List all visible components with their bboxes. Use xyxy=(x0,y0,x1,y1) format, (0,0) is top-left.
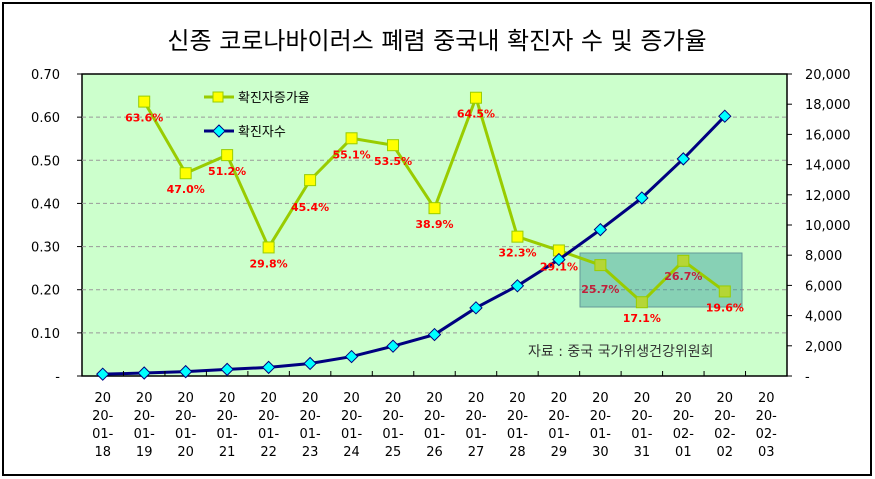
growth-marker xyxy=(304,174,317,187)
right-axis-tick-label: 10,000 xyxy=(805,219,851,234)
x-axis-tick-label: 20 20-02-01 xyxy=(673,391,695,460)
legend-label: 확진자수 xyxy=(238,125,286,140)
data-label: 29.1% xyxy=(540,260,578,273)
right-axis-tick-label: 12,000 xyxy=(805,189,851,204)
highlight-box xyxy=(579,252,743,308)
x-axis-tick-label: 20 20-02-03 xyxy=(756,391,778,460)
left-axis-tick-label: 0.40 xyxy=(31,197,60,212)
confirmed-marker xyxy=(178,364,193,379)
growth-marker xyxy=(718,285,731,298)
growth-marker xyxy=(428,202,441,215)
data-label: 32.3% xyxy=(498,247,536,260)
data-label: 51.2% xyxy=(208,165,246,178)
x-axis-tick-label: 20 20-01-28 xyxy=(507,391,529,460)
growth-marker xyxy=(179,167,192,180)
confirmed-marker xyxy=(718,109,732,123)
x-axis-tick-label: 20 20-01-31 xyxy=(631,391,653,460)
data-label: 25.7% xyxy=(581,283,619,296)
data-label: 53.5% xyxy=(374,155,412,168)
left-axis-tick-label: - xyxy=(55,370,60,385)
confirmed-marker xyxy=(469,301,483,315)
x-axis-tick-label: 20 20-01-25 xyxy=(382,391,404,460)
growth-marker xyxy=(345,132,358,145)
right-axis-tick-label: 14,000 xyxy=(805,159,851,174)
right-axis-tick-label: 8,000 xyxy=(805,249,842,264)
legend-label: 확진자증가율 xyxy=(238,91,310,106)
confirmed-marker xyxy=(344,349,359,364)
x-axis-tick-label: 20 20-01-30 xyxy=(590,391,612,460)
x-axis-tick-label: 20 20-01-29 xyxy=(548,391,570,460)
series-line-confirmed xyxy=(102,115,726,376)
data-label: 55.1% xyxy=(332,148,370,161)
right-axis-tick-label: 18,000 xyxy=(805,98,851,113)
plot-area xyxy=(81,73,788,377)
confirmed-marker xyxy=(137,366,151,380)
growth-marker xyxy=(387,139,400,152)
growth-marker xyxy=(594,259,607,272)
left-axis-tick-label: 0.20 xyxy=(31,284,60,299)
left-axis-tick-label: 0.60 xyxy=(31,111,60,126)
right-axis-tick-label: 16,000 xyxy=(805,128,851,143)
source-annotation: 자료 : 중국 국가위생건강위원회 xyxy=(528,344,714,360)
growth-marker xyxy=(511,230,524,243)
right-axis-tick-label: 6,000 xyxy=(805,279,842,294)
data-label: 29.8% xyxy=(250,257,288,270)
confirmed-marker xyxy=(593,222,608,237)
growth-marker xyxy=(262,241,275,254)
growth-marker xyxy=(469,91,482,104)
x-axis-tick-label: 20 20-01-20 xyxy=(175,391,197,460)
growth-marker xyxy=(677,254,690,267)
confirmed-marker xyxy=(510,279,525,293)
right-axis-tick-label: 20,000 xyxy=(805,68,851,83)
left-axis-tick-label: 0.10 xyxy=(31,327,60,342)
left-axis-tick-label: 0.50 xyxy=(31,154,60,169)
confirmed-marker xyxy=(635,191,649,205)
confirmed-marker xyxy=(261,360,276,375)
growth-marker xyxy=(221,149,234,162)
data-label: 38.9% xyxy=(415,218,453,231)
growth-marker xyxy=(138,95,151,108)
x-axis-tick-label: 20 20-01-27 xyxy=(465,391,487,460)
x-axis-tick-label: 20 20-01-18 xyxy=(92,391,114,460)
legend-marker xyxy=(212,124,226,138)
data-label: 63.6% xyxy=(125,112,163,125)
x-axis-tick-label: 20 20-01-21 xyxy=(217,391,239,460)
confirmed-marker xyxy=(96,367,110,381)
confirmed-marker xyxy=(552,252,566,267)
right-axis-tick-label: - xyxy=(805,370,810,385)
right-axis-tick-label: 4,000 xyxy=(805,310,842,325)
data-label: 64.5% xyxy=(457,108,495,121)
left-axis-tick-label: 0.70 xyxy=(31,68,60,83)
data-label: 19.6% xyxy=(706,301,744,314)
confirmed-marker xyxy=(220,362,234,377)
data-label: 45.4% xyxy=(291,201,329,214)
left-axis-tick-label: 0.30 xyxy=(31,241,60,256)
growth-marker xyxy=(635,296,648,309)
x-axis-tick-label: 20 20-02-02 xyxy=(714,391,736,460)
x-axis-tick-label: 20 20-01-19 xyxy=(134,391,156,460)
data-label: 47.0% xyxy=(167,183,205,196)
x-axis-tick-label: 20 20-01-23 xyxy=(299,391,321,460)
data-label: 17.1% xyxy=(623,312,661,325)
x-axis-tick-label: 20 20-01-26 xyxy=(424,391,446,460)
right-axis-tick-label: 2,000 xyxy=(805,340,842,355)
x-axis-tick-label: 20 20-01-22 xyxy=(258,391,280,460)
confirmed-marker xyxy=(427,327,442,342)
confirmed-marker xyxy=(386,339,400,353)
data-label: 26.7% xyxy=(664,270,702,283)
chart-title: 신종 코로나바이러스 폐렴 중국내 확진자 수 및 증가율 xyxy=(167,27,706,55)
confirmed-marker xyxy=(303,356,317,371)
confirmed-marker xyxy=(676,152,691,166)
legend-marker xyxy=(212,91,224,103)
x-axis-tick-label: 20 20-01-24 xyxy=(341,391,363,460)
